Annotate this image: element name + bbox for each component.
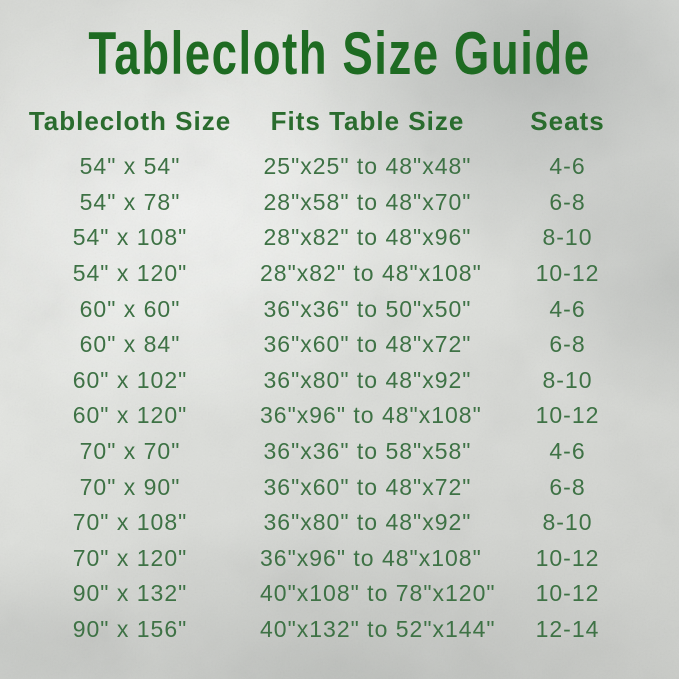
- fits-cell: 28"x58" to 48"x70": [263, 188, 472, 215]
- fits-cell: 36"x96" to 48"x108": [260, 544, 482, 571]
- size-cell: 60" x 102": [72, 366, 188, 393]
- fits-cell: 40"x108" to 78"x120": [260, 580, 496, 607]
- page-title: Tablecloth Size Guide: [88, 20, 591, 87]
- size-cell: 54" x 78": [79, 188, 181, 215]
- seats-cell: 4-6: [549, 295, 586, 322]
- header-tablecloth-size: Tablecloth Size: [28, 105, 232, 136]
- seats-cell: 4-6: [549, 438, 586, 465]
- seats-cell: 8-10: [542, 509, 593, 536]
- fits-cell: 36"x80" to 48"x92": [263, 366, 472, 393]
- size-cell: 54" x 54": [79, 153, 181, 180]
- table-row: 54" x 54" 25"x25" to 48"x48" 4-6: [0, 149, 679, 185]
- fits-cell: 28"x82" to 48"x108": [260, 260, 482, 287]
- table-row: 70" x 70" 36"x36" to 58"x58" 4-6: [0, 434, 679, 470]
- fits-cell: 40"x132" to 52"x144": [260, 616, 496, 643]
- size-cell: 54" x 108": [72, 224, 188, 251]
- size-table-body: 54" x 54" 25"x25" to 48"x48" 4-6 54" x 78" 2…: [0, 149, 679, 647]
- size-cell: 90" x 156": [72, 616, 188, 643]
- size-cell: 60" x 120": [72, 402, 188, 429]
- size-cell: 70" x 108": [72, 509, 188, 536]
- table-row: 54" x 108" 28"x82" to 48"x96" 8-10: [0, 220, 679, 256]
- table-row: 54" x 78" 28"x58" to 48"x70" 6-8: [0, 185, 679, 221]
- size-cell: 60" x 84": [79, 331, 181, 358]
- seats-cell: 10-12: [535, 580, 600, 607]
- table-row: 70" x 90" 36"x60" to 48"x72" 6-8: [0, 469, 679, 505]
- table-row: 60" x 120" 36"x96" to 48"x108" 10-12: [0, 398, 679, 434]
- seats-cell: 4-6: [549, 153, 586, 180]
- fits-cell: 28"x82" to 48"x96": [263, 224, 472, 251]
- table-row: 54" x 120" 28"x82" to 48"x108" 10-12: [0, 256, 679, 292]
- seats-cell: 8-10: [542, 366, 593, 393]
- size-cell: 70" x 120": [72, 544, 188, 571]
- fits-cell: 36"x60" to 48"x72": [263, 331, 472, 358]
- seats-cell: 10-12: [535, 544, 600, 571]
- fits-cell: 25"x25" to 48"x48": [263, 153, 472, 180]
- fits-cell: 36"x60" to 48"x72": [263, 473, 472, 500]
- fits-cell: 36"x36" to 50"x50": [263, 295, 472, 322]
- size-cell: 70" x 90": [79, 473, 181, 500]
- size-cell: 70" x 70": [79, 438, 181, 465]
- table-header-row: Tablecloth Size Fits Table Size Seats: [0, 104, 679, 138]
- table-row: 60" x 60" 36"x36" to 50"x50" 4-6: [0, 291, 679, 327]
- table-row: 60" x 102" 36"x80" to 48"x92" 8-10: [0, 363, 679, 399]
- size-cell: 54" x 120": [72, 260, 188, 287]
- seats-cell: 6-8: [549, 188, 586, 215]
- seats-cell: 12-14: [535, 616, 600, 643]
- seats-cell: 6-8: [549, 331, 586, 358]
- seats-cell: 10-12: [535, 402, 600, 429]
- fits-cell: 36"x36" to 58"x58": [263, 438, 472, 465]
- seats-cell: 8-10: [542, 224, 593, 251]
- table-row: 70" x 108" 36"x80" to 48"x92" 8-10: [0, 505, 679, 541]
- fits-cell: 36"x96" to 48"x108": [260, 402, 482, 429]
- table-row: 60" x 84" 36"x60" to 48"x72" 6-8: [0, 327, 679, 363]
- header-seats: Seats: [530, 105, 605, 136]
- header-fits-table-size: Fits Table Size: [270, 105, 465, 136]
- table-row: 70" x 120" 36"x96" to 48"x108" 10-12: [0, 541, 679, 577]
- table-row: 90" x 156" 40"x132" to 52"x144" 12-14: [0, 612, 679, 648]
- seats-cell: 6-8: [549, 473, 586, 500]
- seats-cell: 10-12: [535, 260, 600, 287]
- table-row: 90" x 132" 40"x108" to 78"x120" 10-12: [0, 576, 679, 612]
- fits-cell: 36"x80" to 48"x92": [263, 509, 472, 536]
- size-cell: 60" x 60": [79, 295, 181, 322]
- size-cell: 90" x 132": [72, 580, 188, 607]
